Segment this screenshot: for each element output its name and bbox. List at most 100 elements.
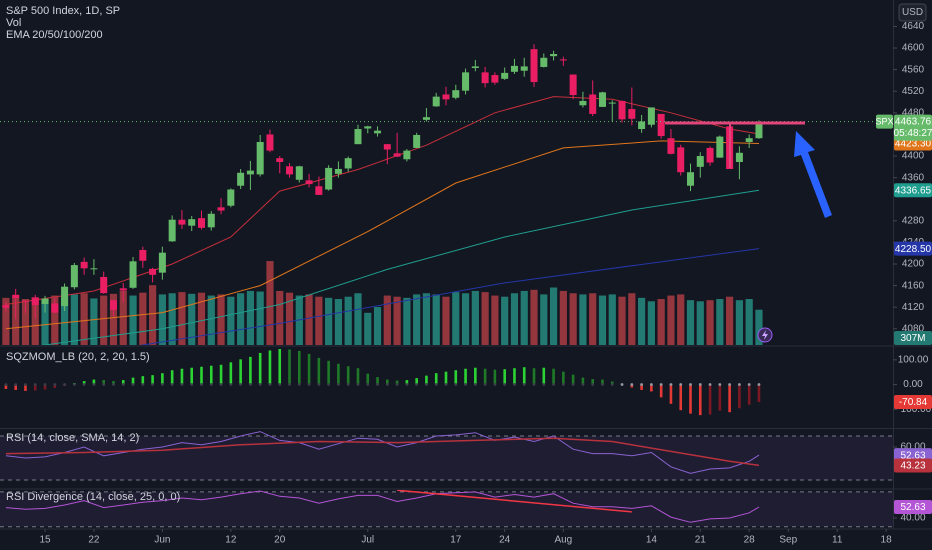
volume-bar [315, 296, 323, 345]
momentum-bar [483, 368, 487, 385]
squeeze-dot [464, 383, 467, 386]
momentum-bar [200, 366, 203, 385]
volume-bar [549, 287, 558, 345]
momentum-bar [669, 384, 673, 404]
squeeze-dot [200, 383, 203, 386]
squeeze-dot [493, 383, 497, 386]
momentum-bar [53, 384, 57, 388]
squeeze-dot [571, 383, 575, 386]
squeeze-dot [718, 383, 722, 386]
squeeze-dot [738, 383, 741, 386]
y-tick-label: 4640 [902, 21, 925, 32]
candle-body [647, 107, 655, 125]
candle-body [354, 129, 362, 145]
candle-body [393, 153, 401, 157]
axis-value-label: 4423.30 [895, 139, 932, 150]
candle-body [61, 286, 69, 307]
symbol-tag [876, 114, 893, 129]
drawn-arrow[interactable] [794, 131, 832, 218]
momentum-bar [679, 384, 683, 411]
squeeze-dot [581, 383, 585, 386]
volume-bar [325, 297, 333, 345]
volume-bar [237, 293, 245, 345]
y-tick-label: 4520 [902, 86, 925, 97]
candle-body [462, 72, 470, 91]
candle-body [403, 150, 411, 160]
candle-body [735, 152, 743, 162]
momentum-bar [659, 384, 663, 398]
rsi-secondary-line [397, 490, 632, 513]
candle-body [706, 147, 714, 163]
squeeze-dot [82, 383, 86, 386]
rsi-band [0, 491, 893, 527]
candle-body [696, 156, 704, 167]
candle-body [286, 166, 294, 175]
volume-bar [51, 295, 59, 345]
momentum-bar [434, 373, 438, 385]
x-tick-label: 20 [274, 535, 286, 546]
squeeze-dot [698, 383, 702, 386]
momentum-bar [151, 375, 154, 385]
axis-value-tag [894, 395, 932, 410]
squeeze-dot [444, 383, 448, 386]
y-tick-label: 4560 [902, 64, 925, 75]
momentum-bar [298, 350, 301, 385]
squeeze-dot [522, 383, 526, 386]
momentum-bar [356, 368, 360, 385]
candle-body [540, 57, 548, 67]
candle-body [305, 180, 313, 185]
candle-body [608, 102, 616, 104]
currency-button[interactable] [898, 3, 927, 22]
candle-body [109, 300, 117, 310]
momentum-bar [405, 380, 409, 385]
squeeze-dot [190, 383, 194, 386]
squeeze-dot [552, 383, 555, 386]
squeeze-dot [317, 383, 321, 386]
y-tick-label: 4200 [902, 259, 925, 270]
squeeze-dot [219, 383, 223, 386]
volume-bar [579, 294, 587, 345]
countdown-label: 05:48:27 [894, 128, 932, 139]
momentum-bar [630, 384, 634, 388]
momentum-bar [562, 371, 565, 385]
volume-bar [491, 295, 499, 345]
momentum-bar [131, 377, 135, 385]
y-tick-label: 4400 [902, 151, 925, 162]
rsi-divergence-pane [0, 490, 893, 528]
squeeze-dot [395, 383, 399, 386]
candle-body [364, 126, 372, 129]
volume-bar [745, 299, 753, 345]
squeeze-dot [258, 383, 262, 386]
volume-bar [393, 296, 401, 345]
momentum-bar [376, 377, 379, 385]
ema-line [5, 140, 760, 330]
volume-bar [657, 299, 665, 345]
momentum-bar [610, 381, 614, 385]
squeeze-dot [620, 383, 624, 386]
candle-body [501, 72, 509, 79]
x-tick-label: Sep [779, 535, 797, 546]
squeeze-dot [297, 383, 301, 386]
y-tick-label: 4600 [902, 43, 925, 54]
momentum-bar [650, 384, 653, 392]
volume-bar [383, 295, 391, 345]
squeeze-dot [385, 383, 389, 386]
candle-body [481, 72, 489, 84]
squeeze-dot [366, 383, 370, 386]
candle-body [158, 252, 166, 273]
candle-body [550, 53, 558, 57]
momentum-bar [513, 368, 516, 385]
volume-bar [354, 293, 362, 345]
candle-body [383, 144, 391, 150]
candle-body [520, 66, 528, 71]
squeeze-dot [757, 383, 761, 386]
squeeze-dot [307, 383, 311, 386]
candle-body [217, 207, 225, 211]
candle-body [12, 294, 20, 299]
candle-body [598, 92, 606, 107]
candle-body [638, 121, 646, 130]
momentum-bar [454, 370, 458, 385]
ema-line [41, 189, 760, 345]
momentum-bar [258, 352, 262, 385]
momentum-bar [493, 369, 497, 385]
